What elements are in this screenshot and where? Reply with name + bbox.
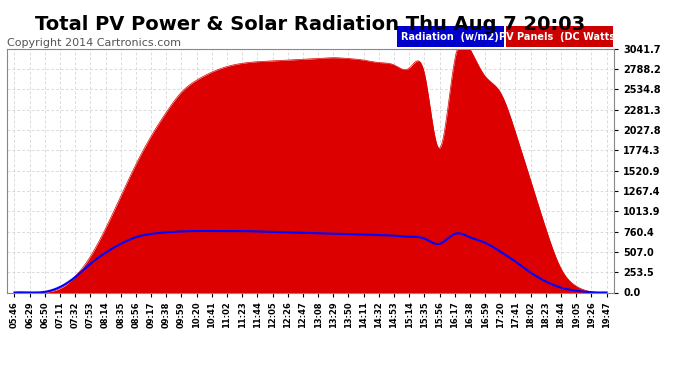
Text: Total PV Power & Solar Radiation Thu Aug 7 20:03: Total PV Power & Solar Radiation Thu Aug… xyxy=(35,15,586,34)
Text: PV Panels  (DC Watts): PV Panels (DC Watts) xyxy=(499,32,620,42)
Text: Radiation  (w/m2): Radiation (w/m2) xyxy=(402,32,499,42)
Text: Copyright 2014 Cartronics.com: Copyright 2014 Cartronics.com xyxy=(7,38,181,48)
